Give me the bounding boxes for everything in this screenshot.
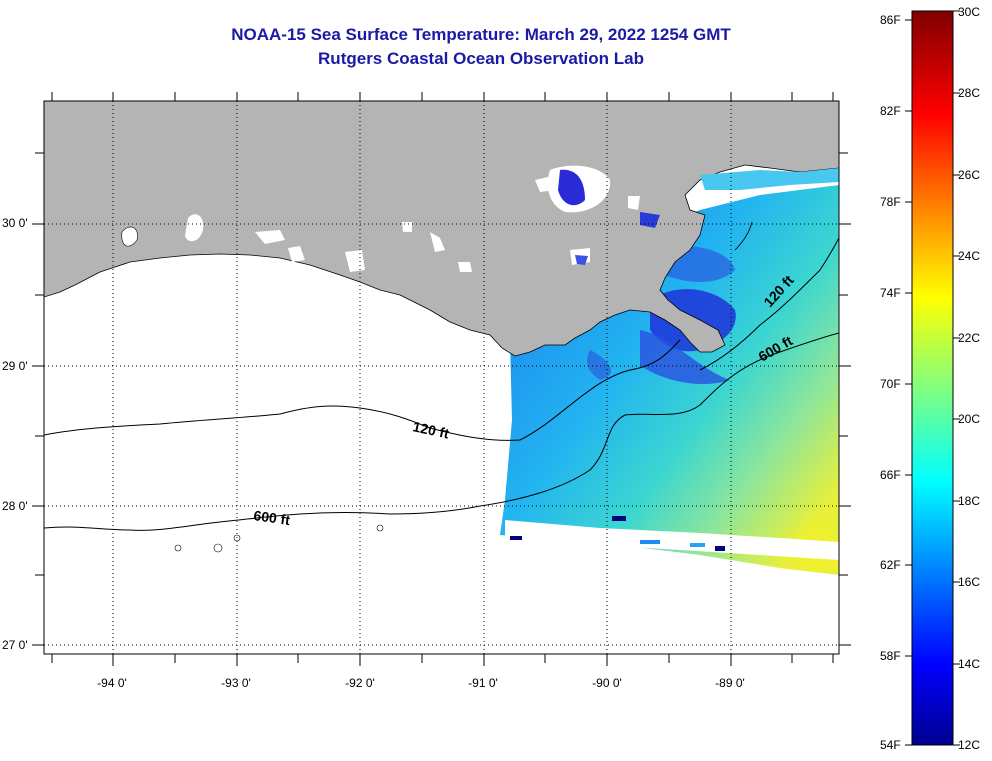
colorbar-label-16c: 16C bbox=[958, 575, 981, 589]
contour-120-west bbox=[44, 339, 681, 441]
land bbox=[44, 101, 839, 357]
lake-patch bbox=[121, 226, 138, 247]
lat-label-28: 28 0' bbox=[2, 499, 28, 513]
colorbar-label-74f: 74F bbox=[880, 286, 901, 300]
contour-600-west bbox=[44, 332, 839, 531]
colorbar-label-14c: 14C bbox=[958, 657, 981, 671]
map-title: NOAA-15 Sea Surface Temperature: March 2… bbox=[231, 25, 731, 44]
colorbar-label-82f: 82F bbox=[880, 104, 901, 118]
colorbar-ticks bbox=[905, 10, 960, 746]
colorbar-label-22c: 22C bbox=[958, 331, 981, 345]
contour-120-east bbox=[699, 237, 839, 371]
colorbar-label-62f: 62F bbox=[880, 558, 901, 572]
lon-label-93: -93 0' bbox=[221, 676, 251, 690]
colorbar bbox=[911, 10, 954, 746]
map-frame bbox=[43, 100, 840, 655]
colorbar-label-28c: 28C bbox=[958, 86, 981, 100]
graticule bbox=[44, 101, 839, 654]
colorbar-label-18c: 18C bbox=[958, 494, 981, 508]
colorbar-label-66f: 66F bbox=[880, 468, 901, 482]
lat-label-30: 30 0' bbox=[2, 216, 28, 230]
colorbar-label-58f: 58F bbox=[880, 649, 901, 663]
tick-marks bbox=[32, 92, 851, 666]
colorbar-label-54f: 54F bbox=[880, 738, 901, 752]
lat-label-29: 29 0' bbox=[2, 359, 28, 373]
colorbar-label-78f: 78F bbox=[880, 195, 901, 209]
colorbar-label-70f: 70F bbox=[880, 377, 901, 391]
lon-label-92: -92 0' bbox=[345, 676, 375, 690]
lat-label-27: 27 0' bbox=[2, 638, 28, 652]
lon-label-89: -89 0' bbox=[715, 676, 745, 690]
lon-label-91: -91 0' bbox=[468, 676, 498, 690]
lon-label-94: -94 0' bbox=[97, 676, 127, 690]
colorbar-label-86f: 86F bbox=[880, 13, 901, 27]
colorbar-label-20c: 20C bbox=[958, 412, 981, 426]
contour-label-120-west: 120 ft bbox=[411, 418, 450, 441]
map-subtitle: Rutgers Coastal Ocean Observation Lab bbox=[318, 49, 644, 68]
swath-edge-band bbox=[505, 520, 839, 560]
colorbar-label-30c: 30C bbox=[958, 5, 981, 19]
lon-label-90: -90 0' bbox=[592, 676, 622, 690]
colorbar-label-12c: 12C bbox=[958, 738, 981, 752]
colorbar-label-26c: 26C bbox=[958, 168, 981, 182]
contour-label-600-west: 600 ft bbox=[253, 507, 292, 528]
colorbar-label-24c: 24C bbox=[958, 249, 981, 263]
